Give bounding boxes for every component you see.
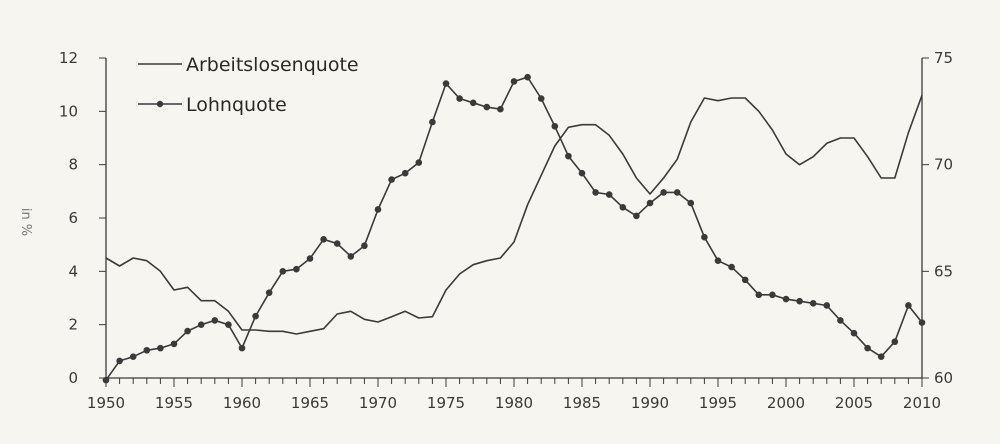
y-tick-label-left: 10	[59, 102, 78, 120]
data-point-lohnquote	[891, 338, 899, 346]
data-point-lohnquote	[646, 199, 654, 207]
legend-label-arbeitslosenquote: Arbeitslosenquote	[186, 54, 359, 76]
data-point-lohnquote	[116, 357, 123, 365]
data-point-lohnquote	[211, 317, 219, 324]
data-point-lohnquote	[565, 152, 572, 160]
data-point-lohnquote	[864, 344, 871, 352]
data-point-lohnquote	[102, 376, 110, 384]
y-tick-label-right: 70	[934, 156, 953, 174]
data-point-lohnquote	[619, 204, 627, 211]
data-point-lohnquote	[877, 353, 885, 360]
data-point-lohnquote	[905, 302, 912, 309]
data-point-lohnquote	[157, 344, 164, 352]
data-point-lohnquote	[361, 242, 368, 250]
data-point-lohnquote	[837, 317, 844, 324]
data-point-lohnquote	[823, 302, 831, 309]
data-point-lohnquote	[347, 253, 355, 260]
data-point-lohnquote	[279, 268, 287, 275]
x-tick-label: 1990	[631, 394, 669, 412]
data-point-lohnquote	[293, 265, 300, 273]
y-tick-label-left: 2	[68, 316, 78, 334]
x-tick-label: 2005	[835, 394, 873, 412]
series-markers	[102, 73, 926, 384]
x-tick-label: 1950	[87, 394, 125, 412]
data-point-lohnquote	[497, 105, 504, 113]
data-point-lohnquote	[238, 344, 246, 352]
data-point-lohnquote	[184, 327, 191, 335]
data-point-lohnquote	[129, 353, 137, 360]
y-tick-label-left: 6	[68, 209, 78, 227]
data-point-lohnquote	[510, 78, 518, 85]
y-tick-label-right: 60	[934, 369, 953, 387]
data-point-lohnquote	[415, 159, 423, 166]
data-point-lohnquote	[320, 236, 327, 243]
x-tick-label: 1985	[563, 394, 601, 412]
data-point-lohnquote	[401, 169, 409, 177]
x-tick-label: 1965	[291, 394, 329, 412]
data-point-lohnquote	[918, 319, 926, 326]
data-point-lohnquote	[252, 312, 259, 320]
data-point-lohnquote	[388, 176, 395, 183]
legend-marker-lohnquote	[156, 100, 164, 108]
y-tick-label-right: 75	[934, 49, 953, 67]
x-tick-label: 1955	[155, 394, 193, 412]
data-point-lohnquote	[728, 263, 735, 271]
data-point-lohnquote	[687, 199, 695, 207]
data-point-lohnquote	[225, 321, 232, 328]
data-point-lohnquote	[333, 240, 341, 247]
y-axis-label: in %	[18, 208, 33, 236]
data-point-lohnquote	[374, 206, 382, 213]
data-point-lohnquote	[673, 189, 681, 196]
x-tick-label: 1980	[495, 394, 533, 412]
data-point-lohnquote	[429, 118, 436, 126]
data-point-lohnquote	[660, 189, 667, 196]
legend-label-lohnquote: Lohnquote	[186, 94, 287, 116]
x-tick-label: 2000	[767, 394, 805, 412]
y-tick-label-left: 8	[68, 156, 78, 174]
data-point-lohnquote	[442, 80, 450, 87]
data-point-lohnquote	[265, 289, 273, 296]
data-point-lohnquote	[714, 257, 722, 264]
data-point-lohnquote	[143, 346, 151, 354]
data-point-lohnquote	[170, 340, 178, 348]
data-point-lohnquote	[741, 276, 749, 284]
data-point-lohnquote	[551, 122, 559, 130]
data-point-lohnquote	[483, 103, 491, 111]
x-tick-label: 2010	[903, 394, 941, 412]
x-tick-label: 1975	[427, 394, 465, 412]
data-point-lohnquote	[605, 191, 613, 198]
data-point-lohnquote	[524, 73, 531, 81]
data-point-lohnquote	[755, 291, 763, 299]
data-point-lohnquote	[850, 329, 858, 337]
data-point-lohnquote	[592, 189, 599, 196]
data-point-lohnquote	[469, 99, 477, 107]
x-tick-label: 1970	[359, 394, 397, 412]
series-line-arbeitslosenquote	[105, 95, 923, 335]
x-tick-label: 1960	[223, 394, 261, 412]
data-point-lohnquote	[456, 95, 463, 102]
data-point-lohnquote	[809, 300, 817, 307]
y-tick-label-left: 0	[68, 369, 78, 387]
data-point-lohnquote	[633, 212, 640, 220]
data-point-lohnquote	[578, 169, 586, 177]
data-point-lohnquote	[197, 321, 205, 328]
axes: 1950 1955 1960 1965 1970 1975 1980 1985 1990 1995…	[59, 49, 953, 412]
data-point-lohnquote	[306, 255, 314, 262]
data-point-lohnquote	[782, 295, 790, 303]
legend: Arbeitslosenquote Lohnquote	[138, 54, 359, 116]
y-tick-label-right: 65	[934, 262, 953, 280]
data-point-lohnquote	[537, 95, 545, 102]
data-point-lohnquote	[769, 291, 776, 299]
y-tick-label-left: 12	[59, 49, 78, 67]
data-point-lohnquote	[796, 297, 803, 305]
data-point-lohnquote	[701, 233, 708, 241]
y-tick-label-left: 4	[68, 262, 78, 280]
x-tick-label: 1995	[699, 394, 737, 412]
